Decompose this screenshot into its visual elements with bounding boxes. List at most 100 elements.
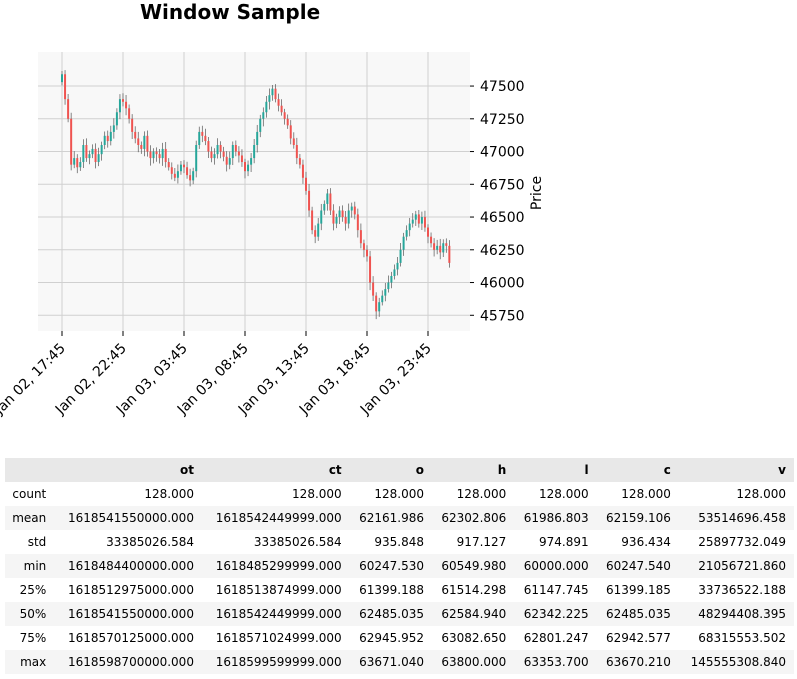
y-tick-label: 46750 xyxy=(480,177,525,193)
stats-body: count 128.000 128.000 128.000 128.000 128.000… xyxy=(5,482,794,674)
candle-body xyxy=(234,145,237,152)
candle-body xyxy=(265,101,268,113)
stats-row: 75% 1618570125000.000 1618571024999.000 629… xyxy=(5,626,794,650)
stats-cell: 48294408.395 xyxy=(698,607,786,621)
candle-body xyxy=(375,295,378,312)
candle-body xyxy=(128,108,131,119)
candle-body xyxy=(332,210,335,224)
candle-body xyxy=(381,295,384,303)
candle-body xyxy=(122,99,124,102)
stats-row: max 1618598700000.000 1618599599999.000 636… xyxy=(5,650,794,674)
stats-column-header: ot xyxy=(54,458,202,482)
stats-row: mean 1618541550000.000 1618542449999.000 62… xyxy=(5,506,794,530)
candle-body xyxy=(176,171,179,178)
candle-body xyxy=(231,145,234,159)
stats-row: min 1618484400000.000 1618485299999.000 602… xyxy=(5,554,794,578)
candle-body xyxy=(442,243,445,253)
candle-body xyxy=(414,214,417,220)
stats-cell: 128.000 xyxy=(292,487,342,501)
candle-body xyxy=(179,164,182,172)
candle-body xyxy=(137,138,140,145)
candle-body xyxy=(295,145,298,159)
candle-body xyxy=(259,118,262,132)
stats-cell: 62945.952 xyxy=(359,631,424,645)
candle-body xyxy=(91,148,94,155)
stats-cell: 63353.700 xyxy=(523,655,589,669)
candle-body xyxy=(76,158,79,168)
candle-body xyxy=(274,88,277,100)
candle-body xyxy=(112,125,115,132)
candle-body xyxy=(390,275,393,283)
stats-cell: 128.000 xyxy=(621,487,671,501)
candle-body xyxy=(237,151,240,156)
candle-body xyxy=(131,118,134,132)
stats-cell: 53514696.458 xyxy=(698,511,786,525)
y-tick-label: 46000 xyxy=(480,276,525,292)
candle-body xyxy=(64,74,67,100)
candle-body xyxy=(280,105,283,113)
stats-corner-cell xyxy=(5,458,55,482)
candle-body xyxy=(256,131,259,145)
candle-body xyxy=(70,118,73,165)
stats-cell: 68315553.502 xyxy=(698,631,786,645)
stats-cell: 63670.210 xyxy=(606,655,671,669)
candle-body xyxy=(204,135,207,142)
candle-body xyxy=(271,88,274,96)
stats-row-label: max xyxy=(20,655,47,669)
candle-body xyxy=(183,164,185,168)
stats-column-header: ct xyxy=(201,458,350,482)
candle-body xyxy=(323,203,326,211)
candle-layer xyxy=(61,70,451,320)
stats-cell: 974.891 xyxy=(538,535,589,549)
candle-body xyxy=(240,155,243,163)
candle-body xyxy=(115,112,118,126)
candle-body xyxy=(350,206,353,211)
stats-cell: 1618484400000.000 xyxy=(67,559,194,573)
stats-cell: 33736522.188 xyxy=(698,583,786,597)
candle-body xyxy=(341,210,344,218)
stats-cell: 63800.000 xyxy=(441,655,507,669)
candle-body xyxy=(109,131,112,142)
candle-body xyxy=(250,158,253,165)
stats-cell: 62584.940 xyxy=(441,607,507,621)
stats-cell: 1618541550000.000 xyxy=(67,607,194,621)
stats-row-label: count xyxy=(12,487,47,501)
candle-body xyxy=(439,245,442,253)
stats-cell: 128.000 xyxy=(736,487,786,501)
candle-body xyxy=(106,135,109,142)
candle-body xyxy=(359,230,362,244)
candle-body xyxy=(213,154,216,159)
candle-body xyxy=(222,151,225,157)
stats-row-label: min xyxy=(23,559,47,573)
candle-body xyxy=(289,125,292,139)
stats-cell: 61147.745 xyxy=(523,583,589,597)
stats-cell: 62342.225 xyxy=(523,607,589,621)
candle-body xyxy=(423,217,426,228)
candle-body xyxy=(430,236,433,244)
candle-body xyxy=(393,269,396,276)
candle-body xyxy=(384,289,387,296)
stats-table: ot ct o h l c v count 128.000 128.000 128.000 128.… xyxy=(5,458,794,674)
candle-body xyxy=(445,243,448,246)
stats-cell: 128.000 xyxy=(144,487,194,501)
candle-body xyxy=(140,145,143,149)
candle-body xyxy=(170,167,173,174)
candle-body xyxy=(82,145,85,163)
stats-cell: 61399.188 xyxy=(359,583,424,597)
stats-cell: 62485.035 xyxy=(359,607,424,621)
candle-body xyxy=(301,164,304,178)
candle-body xyxy=(100,145,103,155)
candle-body xyxy=(143,135,146,149)
candle-body xyxy=(417,214,420,224)
stats-row-label: 25% xyxy=(19,583,47,597)
candle-body xyxy=(103,135,106,145)
stats-cell: 128.000 xyxy=(456,487,507,501)
stats-cell: 62159.106 xyxy=(606,511,671,525)
stats-cell: 1618542449999.000 xyxy=(215,607,342,621)
candle-body xyxy=(286,118,289,126)
candle-body xyxy=(277,99,280,106)
candle-body xyxy=(94,148,97,163)
candle-body xyxy=(146,135,149,152)
stats-cell: 1618512975000.000 xyxy=(67,583,194,597)
